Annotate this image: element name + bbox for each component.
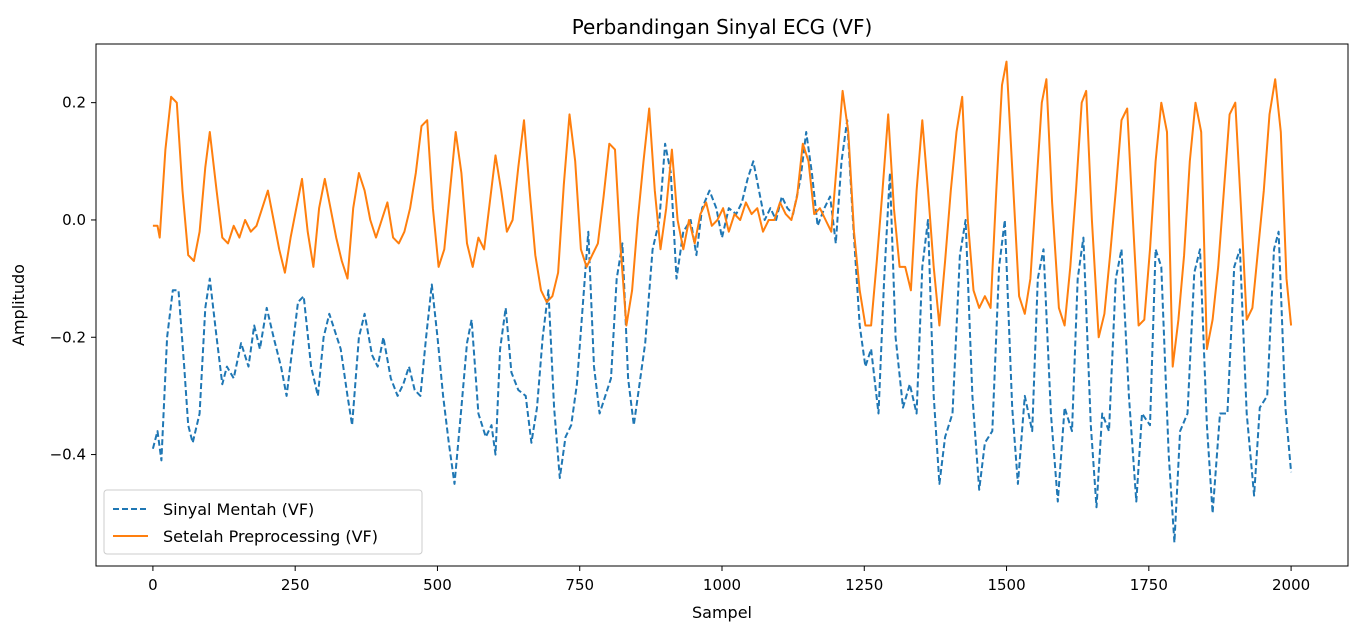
y-tick-label: −0.2 [50, 328, 86, 346]
series-line-processed [152, 60, 1293, 368]
x-tick-label: 1250 [845, 576, 883, 594]
series-line-raw [151, 119, 1293, 544]
x-tick-label: 250 [281, 576, 310, 594]
y-tick-label: −0.4 [50, 446, 86, 464]
x-tick-label: 1750 [1130, 576, 1168, 594]
legend-label-raw: Sinyal Mentah (VF) [163, 500, 314, 519]
x-tick-label: 2000 [1272, 576, 1310, 594]
x-tick-label: 0 [148, 576, 158, 594]
legend-label-processed: Setelah Preprocessing (VF) [163, 527, 378, 546]
legend-box [103, 489, 423, 555]
x-tick-label: 500 [423, 576, 452, 594]
y-tick-label: 0.0 [62, 211, 86, 229]
x-tick-label: 1000 [703, 576, 741, 594]
legend: Sinyal Mentah (VF) Setelah Preprocessing… [103, 489, 423, 555]
x-axis-label: Sampel [692, 603, 752, 622]
y-tick-label: 0.2 [62, 94, 86, 112]
chart-title: Perbandingan Sinyal ECG (VF) [572, 15, 873, 39]
x-tick-label: 750 [565, 576, 594, 594]
series-layer [151, 60, 1293, 544]
y-axis-label: Amplitudo [9, 264, 28, 346]
axes-layer: 0 250 500 750 1000 1250 1500 1750 2000 −0.4 −0.2 0.… [50, 94, 1311, 594]
x-tick-label: 1500 [987, 576, 1025, 594]
